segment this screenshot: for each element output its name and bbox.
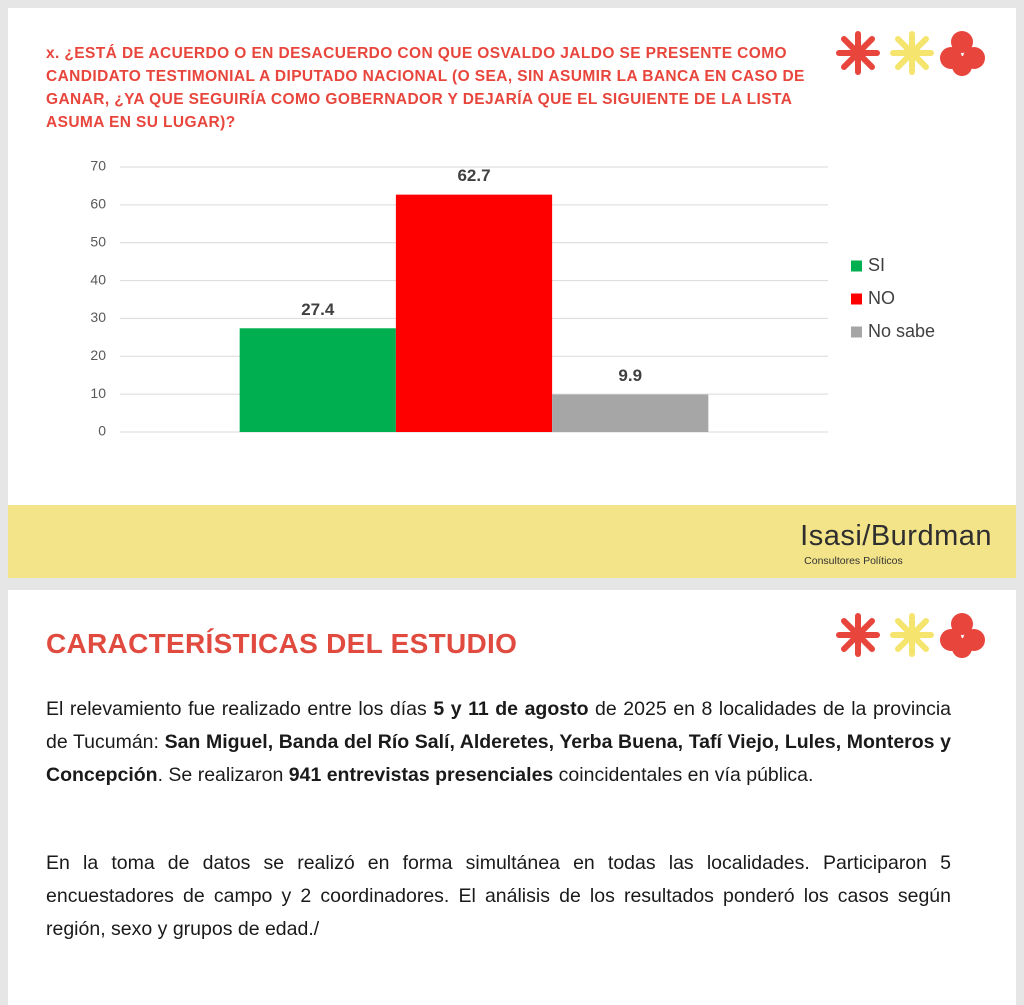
y-tick-label: 30	[90, 309, 106, 325]
text: En la toma de datos se realizó en forma …	[46, 852, 951, 940]
bold-text: 5 y 11 de agosto	[433, 698, 589, 720]
y-tick-label: 50	[90, 233, 106, 249]
study-title: CARACTERÍSTICAS DEL ESTUDIO	[46, 628, 518, 659]
bar	[552, 394, 709, 432]
brand-name: Isasi/Burdman	[800, 520, 992, 552]
bold-text: 941 entrevistas presenciales	[288, 764, 554, 786]
chart-slide: x. ¿ESTÁ DE ACUERDO O EN DESACUERDO CON …	[8, 8, 1016, 578]
y-tick-label: 0	[98, 423, 106, 439]
legend-swatch	[851, 326, 862, 338]
text: . Se realizaron	[157, 764, 289, 786]
y-tick-label: 70	[90, 158, 106, 174]
y-tick-label: 40	[90, 271, 106, 287]
y-tick-label: 10	[90, 385, 106, 401]
legend-swatch	[851, 260, 862, 272]
bar	[239, 328, 396, 432]
chart: 0 10 20 30 40 50 60 70 27.4 62.7 9.9 SI NO No sabe	[90, 158, 935, 439]
data-label: 9.9	[618, 366, 642, 385]
y-tick-label: 20	[90, 347, 106, 363]
text: coincidentales en vía pública.	[553, 764, 814, 786]
data-label: 27.4	[301, 300, 335, 319]
legend-label: SI	[868, 255, 885, 275]
legend-label: No sabe	[868, 321, 935, 341]
bold-text: San Miguel, Banda del Río Salí, Alderete…	[46, 731, 951, 786]
study-slide: CARACTERÍSTICAS DEL ESTUDIO El relevamie…	[8, 590, 1016, 1005]
paragraph: El relevamiento fue realizado entre los …	[46, 693, 951, 792]
text: de 2025 en 8 localidades de la provincia…	[46, 698, 951, 753]
legend-label: NO	[868, 288, 895, 308]
logo-icons	[836, 613, 985, 658]
legend-swatch	[851, 293, 862, 305]
chart-title: x. ¿ESTÁ DE ACUERDO O EN DESACUERDO CON …	[46, 45, 805, 131]
brand: Isasi/Burdman Consultores Políticos	[800, 520, 992, 567]
paragraph: En la toma de datos se realizó en forma …	[46, 847, 951, 946]
bar	[395, 194, 553, 432]
data-label: 62.7	[457, 166, 490, 185]
footer-band	[8, 505, 1016, 578]
y-tick-label: 60	[90, 196, 106, 212]
text: El relevamiento fue realizado entre los …	[46, 698, 434, 720]
logo-icons	[836, 31, 985, 76]
brand-subtitle: Consultores Políticos	[804, 555, 903, 567]
